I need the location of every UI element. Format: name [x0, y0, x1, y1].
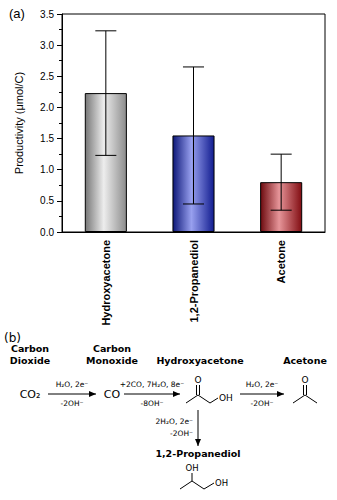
svg-text:1.5: 1.5: [40, 133, 54, 144]
svg-text:O: O: [301, 375, 308, 385]
svg-text:OH: OH: [185, 463, 198, 473]
svg-text:3.5: 3.5: [40, 9, 54, 20]
svg-text:Monoxide: Monoxide: [86, 355, 138, 366]
svg-text:-2OH⁻: -2OH⁻: [251, 399, 274, 408]
svg-text:H₂O, 2e⁻: H₂O, 2e⁻: [56, 380, 89, 389]
svg-text:(a): (a): [9, 6, 25, 21]
svg-text:+2CO, 7H₂O, 8e⁻: +2CO, 7H₂O, 8e⁻: [120, 380, 184, 389]
svg-text:1.0: 1.0: [40, 164, 54, 175]
svg-text:1,2-Propanediol: 1,2-Propanediol: [155, 448, 240, 459]
svg-text:0.0: 0.0: [40, 227, 54, 238]
svg-text:Hydroxyacetone: Hydroxyacetone: [156, 355, 243, 366]
svg-text:2.5: 2.5: [40, 71, 54, 82]
svg-text:OH: OH: [215, 478, 228, 488]
svg-text:2.0: 2.0: [40, 102, 54, 113]
svg-text:Carbon: Carbon: [93, 343, 131, 354]
svg-text:Productivity (μmol/C): Productivity (μmol/C): [13, 72, 25, 174]
svg-text:-2OH⁻: -2OH⁻: [170, 429, 193, 438]
svg-text:-8OH⁻: -8OH⁻: [141, 399, 164, 408]
svg-text:CO₂: CO₂: [20, 388, 41, 401]
svg-text:-2OH⁻: -2OH⁻: [61, 399, 84, 408]
svg-text:OH: OH: [219, 393, 233, 403]
svg-text:Dioxide: Dioxide: [10, 355, 50, 366]
svg-text:2H₂O, 2e⁻: 2H₂O, 2e⁻: [156, 417, 193, 426]
svg-text:CO: CO: [104, 388, 121, 401]
svg-text:3.0: 3.0: [40, 40, 54, 51]
svg-text:0.5: 0.5: [40, 195, 54, 206]
svg-text:Acetone: Acetone: [283, 355, 327, 366]
svg-text:Hydroxyacetone: Hydroxyacetone: [100, 240, 112, 326]
svg-text:Acetone: Acetone: [275, 240, 287, 283]
svg-text:1,2-Propanediol: 1,2-Propanediol: [188, 240, 200, 323]
svg-text:Carbon: Carbon: [11, 343, 49, 354]
svg-text:H₂O, 2e⁻: H₂O, 2e⁻: [246, 380, 279, 389]
svg-text:(b): (b): [4, 331, 21, 345]
svg-text:O: O: [194, 375, 201, 385]
